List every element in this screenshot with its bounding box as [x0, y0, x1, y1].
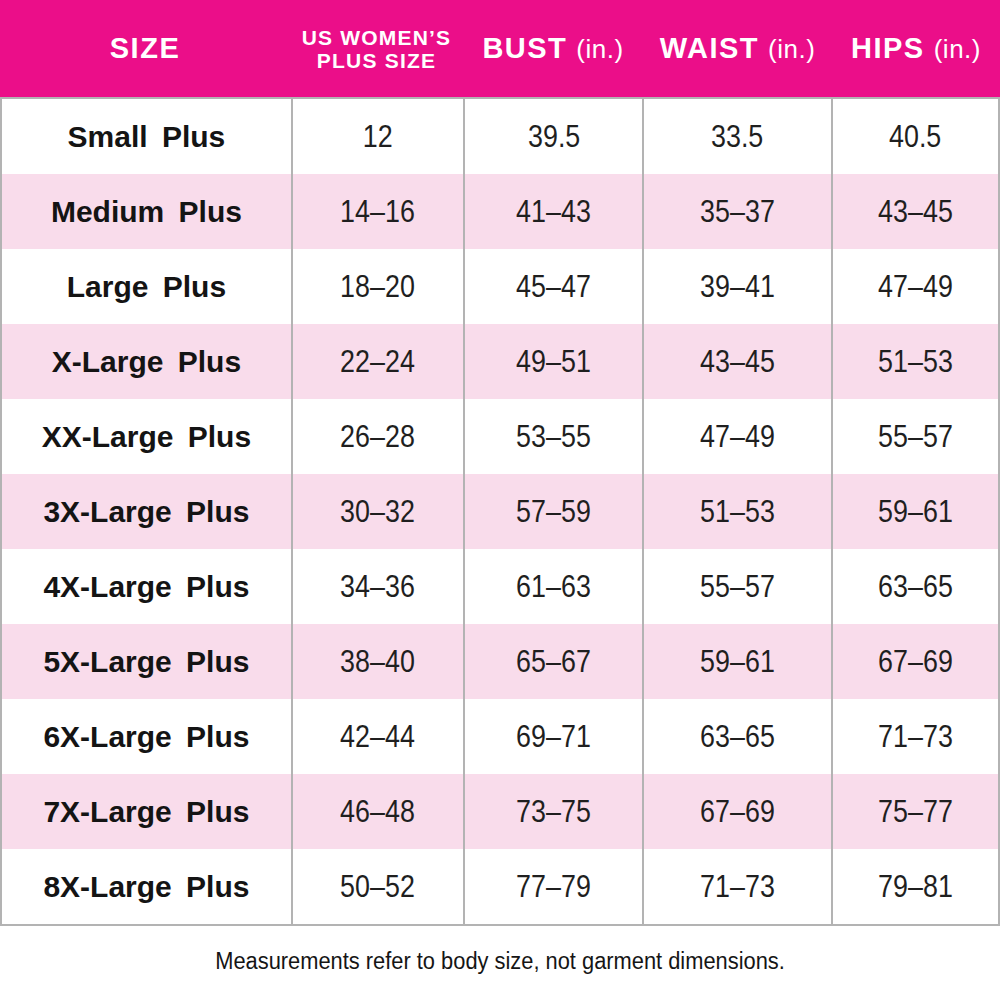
bust-cell: 57–59	[463, 474, 642, 549]
plus-size-cell: 26–28	[291, 399, 463, 474]
header-bust: BUST (in.)	[463, 0, 643, 97]
bust-cell: 61–63	[463, 549, 642, 624]
size-cell: Large Plus	[2, 249, 291, 324]
waist-cell: 59–61	[642, 624, 830, 699]
waist-cell: 33.5	[642, 99, 830, 174]
plus-size-cell: 12	[291, 99, 463, 174]
waist-cell: 47–49	[642, 399, 830, 474]
bust-cell: 65–67	[463, 624, 642, 699]
header-plus-size-line2: PLUS SIZE	[302, 49, 452, 72]
header-bust-label: BUST (in.)	[482, 32, 623, 65]
bust-cell: 53–55	[463, 399, 642, 474]
table-body: Small Plus 12 39.5 33.5 40.5 Medium Plus…	[0, 97, 1000, 926]
header-hips: HIPS (in.)	[832, 0, 1000, 97]
hips-cell: 51–53	[831, 324, 998, 399]
header-plus-size-line1: US WOMEN’S	[302, 26, 452, 49]
hips-cell: 59–61	[831, 474, 998, 549]
waist-cell: 71–73	[642, 849, 830, 924]
hips-cell: 47–49	[831, 249, 998, 324]
header-size: SIZE	[0, 0, 290, 97]
hips-cell: 71–73	[831, 699, 998, 774]
table-row: Medium Plus 14–16 41–43 35–37 43–45	[2, 174, 998, 249]
table-row: 3X-Large Plus 30–32 57–59 51–53 59–61	[2, 474, 998, 549]
plus-size-cell: 34–36	[291, 549, 463, 624]
hips-cell: 79–81	[831, 849, 998, 924]
plus-size-cell: 30–32	[291, 474, 463, 549]
plus-size-cell: 50–52	[291, 849, 463, 924]
hips-cell: 55–57	[831, 399, 998, 474]
header-plus-size: US WOMEN’S PLUS SIZE	[290, 0, 463, 97]
table-row: XX-Large Plus 26–28 53–55 47–49 55–57	[2, 399, 998, 474]
bust-cell: 77–79	[463, 849, 642, 924]
table-row: 4X-Large Plus 34–36 61–63 55–57 63–65	[2, 549, 998, 624]
hips-cell: 40.5	[831, 99, 998, 174]
size-cell: X-Large Plus	[2, 324, 291, 399]
size-cell: 4X-Large Plus	[2, 549, 291, 624]
plus-size-cell: 18–20	[291, 249, 463, 324]
bust-cell: 41–43	[463, 174, 642, 249]
table-row: X-Large Plus 22–24 49–51 43–45 51–53	[2, 324, 998, 399]
table-row: 5X-Large Plus 38–40 65–67 59–61 67–69	[2, 624, 998, 699]
waist-cell: 39–41	[642, 249, 830, 324]
table-row: Large Plus 18–20 45–47 39–41 47–49	[2, 249, 998, 324]
hips-cell: 67–69	[831, 624, 998, 699]
waist-cell: 55–57	[642, 549, 830, 624]
waist-cell: 67–69	[642, 774, 830, 849]
table-row: 6X-Large Plus 42–44 69–71 63–65 71–73	[2, 699, 998, 774]
plus-size-cell: 46–48	[291, 774, 463, 849]
bust-cell: 73–75	[463, 774, 642, 849]
size-cell: 8X-Large Plus	[2, 849, 291, 924]
bust-cell: 69–71	[463, 699, 642, 774]
table-row: 7X-Large Plus 46–48 73–75 67–69 75–77	[2, 774, 998, 849]
waist-cell: 35–37	[642, 174, 830, 249]
header-waist-label: WAIST (in.)	[660, 32, 816, 65]
hips-cell: 43–45	[831, 174, 998, 249]
table-header: SIZE US WOMEN’S PLUS SIZE BUST (in.) WAI…	[0, 0, 1000, 97]
bust-cell: 39.5	[463, 99, 642, 174]
plus-size-cell: 14–16	[291, 174, 463, 249]
hips-cell: 75–77	[831, 774, 998, 849]
bust-cell: 45–47	[463, 249, 642, 324]
size-cell: 6X-Large Plus	[2, 699, 291, 774]
header-hips-label: HIPS (in.)	[851, 32, 981, 65]
table-row: Small Plus 12 39.5 33.5 40.5	[2, 99, 998, 174]
size-chart: SIZE US WOMEN’S PLUS SIZE BUST (in.) WAI…	[0, 0, 1000, 1000]
header-size-label: SIZE	[110, 32, 180, 65]
size-cell: XX-Large Plus	[2, 399, 291, 474]
waist-cell: 63–65	[642, 699, 830, 774]
size-cell: Medium Plus	[2, 174, 291, 249]
waist-cell: 43–45	[642, 324, 830, 399]
waist-cell: 51–53	[642, 474, 830, 549]
plus-size-cell: 22–24	[291, 324, 463, 399]
header-plus-size-label: US WOMEN’S PLUS SIZE	[302, 26, 452, 72]
size-cell: 3X-Large Plus	[2, 474, 291, 549]
footnote: Measurements refer to body size, not gar…	[25, 948, 975, 975]
size-cell: Small Plus	[2, 99, 291, 174]
plus-size-cell: 38–40	[291, 624, 463, 699]
hips-cell: 63–65	[831, 549, 998, 624]
header-waist: WAIST (in.)	[643, 0, 832, 97]
plus-size-cell: 42–44	[291, 699, 463, 774]
table-row: 8X-Large Plus 50–52 77–79 71–73 79–81	[2, 849, 998, 924]
bust-cell: 49–51	[463, 324, 642, 399]
size-cell: 5X-Large Plus	[2, 624, 291, 699]
size-cell: 7X-Large Plus	[2, 774, 291, 849]
